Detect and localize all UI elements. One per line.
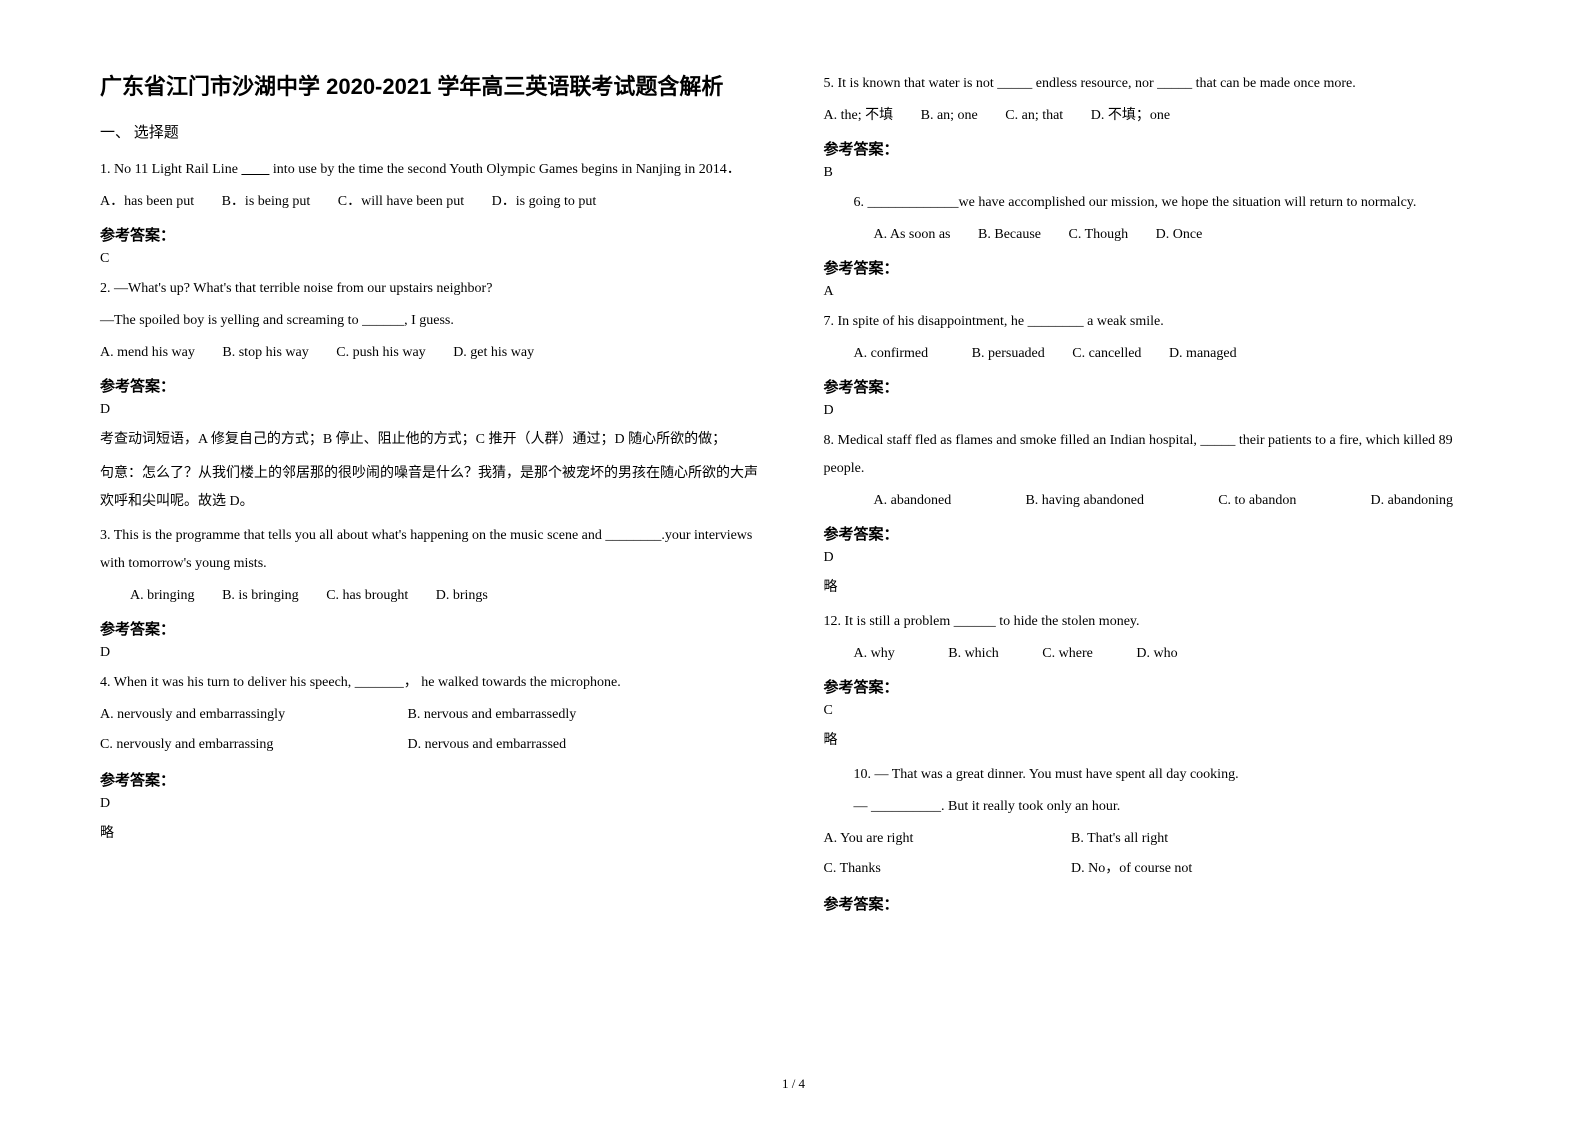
q3-opt-c: C. has brought bbox=[326, 588, 408, 603]
page-number: 1 / 4 bbox=[0, 1076, 1587, 1092]
question-2-options: A. mend his way B. stop his way C. push … bbox=[100, 339, 764, 367]
blank bbox=[241, 162, 269, 177]
q10-opt-a: A. You are right bbox=[824, 825, 1044, 853]
answer-label: 参考答案： bbox=[100, 375, 764, 396]
q8-opt-c: C. to abandon bbox=[1218, 487, 1296, 515]
question-8-stem: 8. Medical staff fled as flames and smok… bbox=[824, 427, 1488, 483]
q6-opt-d: D. Once bbox=[1156, 227, 1203, 242]
answer-label: 参考答案： bbox=[100, 224, 764, 245]
question-5-options: A. the; 不填 B. an; one C. an; that D. 不填；… bbox=[824, 102, 1488, 130]
q8-opt-b: B. having abandoned bbox=[1025, 487, 1144, 515]
question-6-stem: 6. _____________we have accomplished our… bbox=[824, 189, 1488, 217]
q10-opt-c: C. Thanks bbox=[824, 855, 1044, 883]
question-5-stem: 5. It is known that water is not _____ e… bbox=[824, 70, 1488, 98]
q2-explanation-1: 考查动词短语，A 修复自己的方式；B 停止、阻止他的方式；C 推开（人群）通过；… bbox=[100, 426, 764, 454]
q7-opt-a: A. confirmed bbox=[854, 346, 929, 361]
question-2-line2: —The spoiled boy is yelling and screamin… bbox=[100, 307, 764, 335]
q5-opt-d: D. 不填；one bbox=[1091, 108, 1170, 123]
q6-opt-a: A. As soon as bbox=[874, 227, 951, 242]
q4-opt-b: B. nervous and embarrassedly bbox=[408, 707, 577, 722]
q6-answer: A bbox=[824, 284, 1488, 300]
q10-opt-d: D. No，of course not bbox=[1071, 861, 1192, 876]
q8-answer: D bbox=[824, 550, 1488, 566]
answer-label: 参考答案： bbox=[824, 257, 1488, 278]
q1-opt-c: C．will have been put bbox=[338, 194, 464, 209]
answer-label: 参考答案： bbox=[824, 376, 1488, 397]
q2-opt-a: A. mend his way bbox=[100, 345, 195, 360]
q5-opt-a: A. the; 不填 bbox=[824, 108, 894, 123]
q9-note: 略 bbox=[824, 727, 1488, 755]
q4-note: 略 bbox=[100, 820, 764, 848]
document-title: 广东省江门市沙湖中学 2020-2021 学年高三英语联考试题含解析 bbox=[100, 70, 764, 103]
q5-opt-b: B. an; one bbox=[921, 108, 978, 123]
q3-opt-b: B. is bringing bbox=[222, 588, 299, 603]
q8-opt-d: D. abandoning bbox=[1371, 487, 1453, 515]
q7-opt-b: B. persuaded bbox=[972, 346, 1045, 361]
question-1-options: A．has been put B．is being put C．will hav… bbox=[100, 188, 764, 216]
q5-opt-c: C. an; that bbox=[1005, 108, 1063, 123]
question-8-options: A. abandoned B. having abandoned C. to a… bbox=[824, 487, 1488, 515]
q3-answer: D bbox=[100, 645, 764, 661]
q2-explanation-2: 句意：怎么了？从我们楼上的邻居那的很吵闹的噪音是什么？我猜，是那个被宠坏的男孩在… bbox=[100, 460, 764, 516]
q2-answer: D bbox=[100, 402, 764, 418]
question-10-options: A. You are right B. That's all right C. … bbox=[824, 825, 1488, 885]
answer-label: 参考答案： bbox=[824, 676, 1488, 697]
q9-opt-c: C. where bbox=[1042, 646, 1093, 661]
q2-opt-c: C. push his way bbox=[336, 345, 425, 360]
question-3-stem: 3. This is the programme that tells you … bbox=[100, 522, 764, 578]
q8-opt-a: A. abandoned bbox=[874, 487, 952, 515]
question-1-stem: 1. No 11 Light Rail Line into use by the… bbox=[100, 156, 764, 184]
q9-opt-a: A. why bbox=[854, 646, 895, 661]
page-container: 广东省江门市沙湖中学 2020-2021 学年高三英语联考试题含解析 一、 选择… bbox=[100, 70, 1487, 1030]
q1-opt-d: D．is going to put bbox=[492, 194, 597, 209]
q9-answer: C bbox=[824, 703, 1488, 719]
q6-opt-c: C. Though bbox=[1069, 227, 1129, 242]
q4-opt-c: C. nervously and embarrassing bbox=[100, 731, 380, 759]
question-9-stem: 12. It is still a problem ______ to hide… bbox=[824, 608, 1488, 636]
question-7-stem: 7. In spite of his disappointment, he __… bbox=[824, 308, 1488, 336]
q5-answer: B bbox=[824, 165, 1488, 181]
question-4-stem: 4. When it was his turn to deliver his s… bbox=[100, 669, 764, 697]
q8-note: 略 bbox=[824, 574, 1488, 602]
q4-opt-d: D. nervous and embarrassed bbox=[408, 737, 567, 752]
q9-opt-d: D. who bbox=[1136, 646, 1177, 661]
q4-opt-a: A. nervously and embarrassingly bbox=[100, 701, 380, 729]
question-7-options: A. confirmed B. persuaded C. cancelled D… bbox=[824, 340, 1488, 368]
question-10-line2: — __________. But it really took only an… bbox=[824, 793, 1488, 821]
right-column: 5. It is known that water is not _____ e… bbox=[824, 70, 1488, 1030]
q1-answer: C bbox=[100, 251, 764, 267]
q7-answer: D bbox=[824, 403, 1488, 419]
question-9-options: A. why B. which C. where D. who bbox=[824, 640, 1488, 668]
q10-opt-b: B. That's all right bbox=[1071, 831, 1168, 846]
q1-stem-part2: into use by the time the second Youth Ol… bbox=[269, 162, 740, 177]
q6-opt-b: B. Because bbox=[978, 227, 1041, 242]
q3-opt-d: D. brings bbox=[436, 588, 488, 603]
left-column: 广东省江门市沙湖中学 2020-2021 学年高三英语联考试题含解析 一、 选择… bbox=[100, 70, 764, 1030]
answer-label: 参考答案： bbox=[824, 523, 1488, 544]
section-header: 一、 选择题 bbox=[100, 121, 764, 142]
q1-stem-part1: 1. No 11 Light Rail Line bbox=[100, 162, 241, 177]
question-4-options: A. nervously and embarrassingly B. nervo… bbox=[100, 701, 764, 761]
question-2-line1: 2. —What's up? What's that terrible nois… bbox=[100, 275, 764, 303]
answer-label: 参考答案： bbox=[100, 769, 764, 790]
answer-label: 参考答案： bbox=[100, 618, 764, 639]
q2-opt-d: D. get his way bbox=[453, 345, 534, 360]
q3-opt-a: A. bringing bbox=[130, 588, 195, 603]
q7-opt-d: D. managed bbox=[1169, 346, 1237, 361]
q7-opt-c: C. cancelled bbox=[1072, 346, 1141, 361]
q1-opt-b: B．is being put bbox=[222, 194, 311, 209]
answer-label: 参考答案： bbox=[824, 893, 1488, 914]
q4-answer: D bbox=[100, 796, 764, 812]
question-3-options: A. bringing B. is bringing C. has brough… bbox=[100, 582, 764, 610]
question-6-options: A. As soon as B. Because C. Though D. On… bbox=[824, 221, 1488, 249]
q9-opt-b: B. which bbox=[948, 646, 999, 661]
answer-label: 参考答案： bbox=[824, 138, 1488, 159]
question-10-line1: 10. — That was a great dinner. You must … bbox=[824, 761, 1488, 789]
q2-opt-b: B. stop his way bbox=[222, 345, 308, 360]
q1-opt-a: A．has been put bbox=[100, 194, 194, 209]
